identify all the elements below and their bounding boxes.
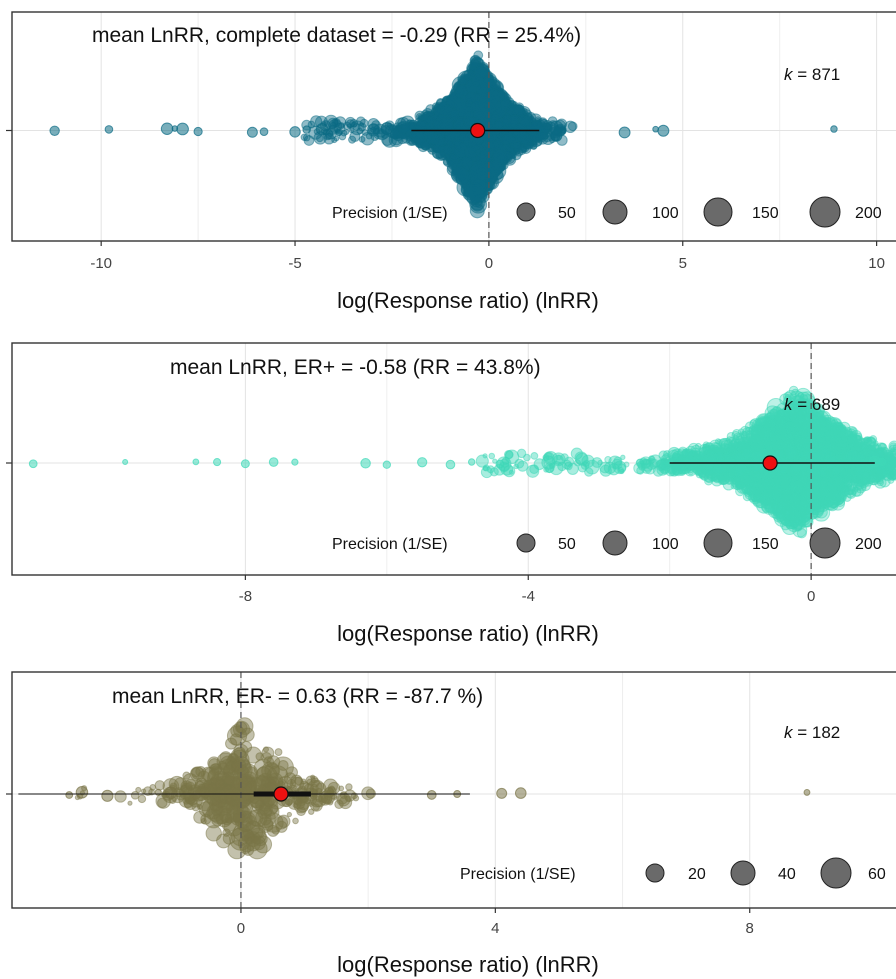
data-point: [512, 104, 525, 117]
data-point: [469, 203, 485, 219]
data-points: [49, 50, 838, 219]
data-point: [473, 50, 484, 61]
data-point: [567, 121, 578, 132]
